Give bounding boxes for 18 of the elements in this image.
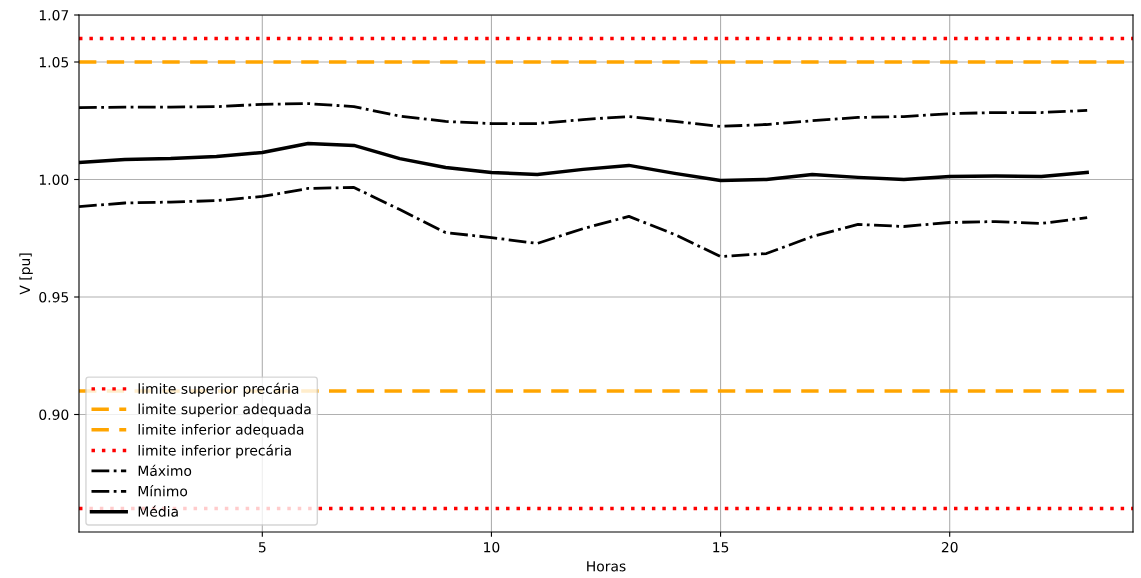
x-tick-label: 10 xyxy=(484,541,500,553)
y-tick-label: 1.05 xyxy=(39,56,69,68)
legend-label: limite inferior adequada xyxy=(138,423,304,438)
legend-label: Mínimo xyxy=(138,485,188,497)
legend-label: limite superior adequada xyxy=(138,403,311,418)
y-tick-label: 0.95 xyxy=(39,291,69,303)
x-tick-label: 20 xyxy=(941,541,958,553)
legend-label: Média xyxy=(138,505,178,517)
y-tick-label: 1.00 xyxy=(39,174,69,185)
legend-label: Máximo xyxy=(138,464,192,477)
x-tick-label: 15 xyxy=(713,542,729,553)
y-tick-label: 0.90 xyxy=(39,409,69,420)
legend-label: limite superior precária xyxy=(138,382,299,397)
y-axis-title: V [pu] xyxy=(19,253,33,295)
x-axis-title: Horas xyxy=(587,561,626,572)
y-tick-label: 1.07 xyxy=(39,9,69,21)
legend-label: limite inferior precária xyxy=(138,444,291,459)
x-tick-label: 5 xyxy=(258,542,266,553)
